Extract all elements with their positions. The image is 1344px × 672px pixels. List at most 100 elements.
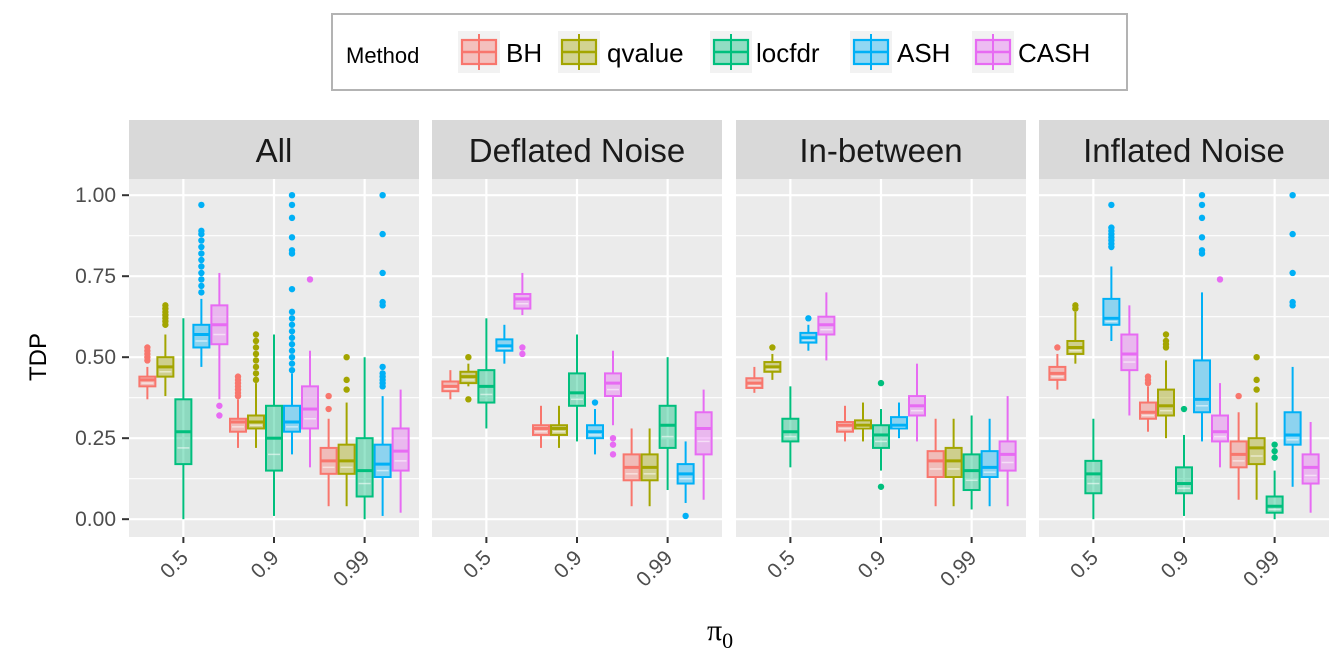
x-tick-label: 0.5 [459, 546, 496, 583]
outlier-point [1253, 376, 1260, 384]
boxplot-cash [210, 272, 229, 419]
outlier-point [519, 344, 526, 351]
boxplot-ash [1283, 191, 1302, 487]
box-iqr [532, 424, 550, 436]
x-tick-label: 0.99 [1239, 546, 1284, 591]
outlier-point [325, 392, 332, 400]
boxplot-qvalue [763, 344, 782, 380]
y-tick-label: 0.50 [75, 346, 116, 369]
boxplot-ash [980, 418, 999, 507]
facet-panel-inflated-noise: Inflated Noise 0.5 0.9 0.99 [1039, 120, 1329, 591]
boxplot-locfdr [477, 318, 496, 429]
outlier-point [609, 451, 617, 458]
boxplot-locfdr [1175, 405, 1193, 516]
outlier-point [216, 402, 223, 409]
box-iqr [658, 404, 677, 449]
box-iqr [890, 416, 908, 430]
boxplot-cash [1301, 421, 1320, 513]
boxplot-ash [799, 315, 818, 351]
box-iqr [836, 420, 854, 433]
boxplot-cash [1211, 276, 1229, 468]
boxplot-locfdr [265, 334, 283, 516]
outlier-point [288, 191, 296, 199]
outlier-point [252, 337, 260, 345]
box-iqr [373, 443, 392, 479]
outlier-point [252, 344, 260, 351]
outlier-point [1289, 269, 1296, 277]
outlier-point [198, 227, 205, 235]
outlier-point [288, 308, 296, 316]
boxplot-ash [373, 191, 392, 516]
box-iqr [980, 450, 999, 479]
box-iqr [1193, 359, 1211, 414]
box-iqr [926, 450, 945, 479]
box-iqr [138, 375, 157, 388]
facet-strip-label: Inflated Noise [1083, 132, 1285, 169]
boxplot-locfdr [568, 334, 586, 442]
boxplot-locfdr [872, 379, 890, 490]
outlier-point [877, 379, 885, 387]
outlier-point [288, 366, 296, 374]
boxplot-qvalue [854, 402, 872, 442]
facet-strip-label: In-between [799, 132, 962, 169]
box-iqr [1157, 388, 1175, 417]
boxplot-qvalue [1247, 353, 1266, 500]
outlier-point [343, 376, 350, 384]
boxplot-cash [817, 292, 836, 361]
outlier-point [198, 263, 205, 270]
legend-label: qvalue [607, 38, 684, 68]
facet-panel-deflated-noise: Deflated Noise 0.5 0.9 0.99 [432, 120, 722, 591]
legend-item-qvalue: qvalue [558, 31, 684, 73]
legend-title: Method [346, 43, 419, 68]
box-iqr [694, 411, 713, 456]
legend-label: CASH [1018, 38, 1090, 68]
boxplot-cash [301, 276, 319, 468]
outlier-point [465, 396, 472, 403]
boxplot-ash [1102, 201, 1121, 341]
box-iqr [604, 372, 622, 398]
boxplot-ash [586, 399, 604, 455]
boxplot-cash [908, 363, 926, 442]
box-iqr [355, 437, 374, 498]
box-iqr [1175, 466, 1193, 495]
outlier-point [198, 289, 205, 296]
outlier-point [1108, 201, 1115, 209]
outlier-point [288, 360, 296, 367]
outlier-point [288, 247, 296, 254]
facet-strip-label: Deflated Noise [469, 132, 685, 169]
boxplot-bh [622, 428, 641, 507]
box-iqr [944, 446, 963, 479]
outlier-point [682, 512, 689, 520]
box-iqr [283, 404, 301, 433]
box-iqr [391, 427, 410, 472]
outlier-point [252, 363, 260, 371]
box-iqr [1301, 453, 1320, 485]
outlier-point [1198, 247, 1206, 254]
outlier-point [234, 373, 242, 380]
outlier-point [609, 441, 617, 448]
boxplot-locfdr [174, 318, 193, 520]
outlier-point [198, 256, 205, 264]
boxplot-bh [441, 370, 460, 400]
outlier-point [306, 276, 314, 283]
outlier-point [252, 350, 260, 358]
outlier-point [144, 344, 151, 351]
boxplot-bh [745, 366, 764, 393]
outlier-point [379, 230, 386, 238]
outlier-point [1198, 191, 1206, 199]
outlier-point [1108, 224, 1115, 231]
outlier-point [325, 405, 332, 413]
box-iqr [872, 424, 890, 449]
boxplot-locfdr [962, 415, 981, 510]
outlier-point [379, 269, 386, 277]
x-axis-title-subscript: 0 [722, 628, 733, 653]
facet-strip [1039, 120, 1329, 179]
y-tick-label: 0.00 [75, 508, 116, 531]
boxplot-cash [1120, 305, 1139, 416]
facet-strip [736, 120, 1026, 179]
boxplot-locfdr [1265, 441, 1284, 520]
boxplot-qvalue [640, 428, 659, 507]
facet-panel-in-between: In-between 0.5 0.9 0.99 [736, 120, 1026, 591]
y-axis: 0.00 0.25 0.50 0.75 1.00 [75, 184, 129, 531]
legend-item-bh: BH [458, 31, 542, 73]
